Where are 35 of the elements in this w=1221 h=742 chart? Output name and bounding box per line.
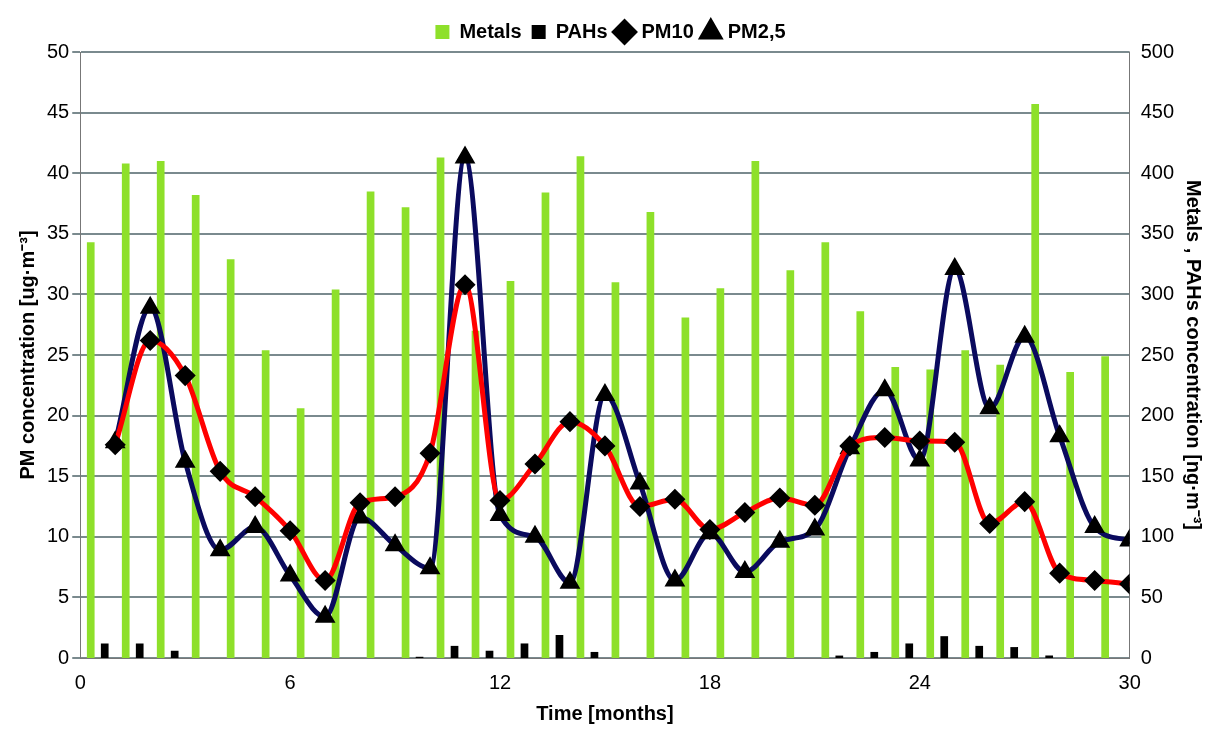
y-tick-label: 50 (47, 39, 70, 62)
y-axis-title: PM concentration [ug·m⁻³] (15, 230, 38, 480)
y2-tick-label: 250 (1140, 342, 1175, 365)
y-tick-label: 10 (47, 524, 70, 547)
x-tick-label: 0 (74, 670, 86, 693)
y-tick-label: 45 (47, 100, 70, 123)
x-tick-label: 30 (1118, 670, 1141, 693)
x-axis-title: Time [months] (536, 701, 674, 724)
y2-tick-label: 50 (1140, 584, 1163, 607)
y-tick-label: 20 (47, 403, 70, 426)
y-tick-label: 15 (47, 463, 70, 486)
legend-label: PM10 (641, 19, 694, 42)
x-tick-label: 6 (284, 670, 296, 693)
y-tick-label: 30 (47, 281, 70, 304)
x-tick-label: 18 (698, 670, 721, 693)
x-tick-label: 12 (488, 670, 512, 693)
legend-label: PAHs (555, 19, 608, 42)
y2-tick-label: 0 (1140, 645, 1152, 668)
y2-tick-label: 200 (1140, 403, 1175, 426)
y-tick-label: 25 (47, 342, 70, 365)
y2-axis-title: Metals , PAHs concentration [ng·m⁻³] (1183, 180, 1206, 530)
y2-tick-label: 500 (1140, 39, 1175, 62)
x-tick-label: 24 (908, 670, 931, 693)
y2-tick-label: 450 (1140, 100, 1175, 123)
legend-label: Metals (459, 19, 522, 42)
y2-tick-label: 150 (1140, 463, 1175, 486)
y-tick-label: 0 (58, 645, 70, 668)
y2-tick-label: 300 (1140, 281, 1175, 304)
y-tick-label: 40 (47, 160, 70, 183)
y2-tick-label: 400 (1140, 160, 1175, 183)
y-tick-label: 5 (58, 584, 70, 607)
y2-tick-label: 100 (1140, 524, 1175, 547)
legend-label: PM2,5 (727, 19, 786, 42)
y-tick-label: 35 (47, 221, 70, 244)
y2-tick-label: 350 (1140, 221, 1175, 244)
